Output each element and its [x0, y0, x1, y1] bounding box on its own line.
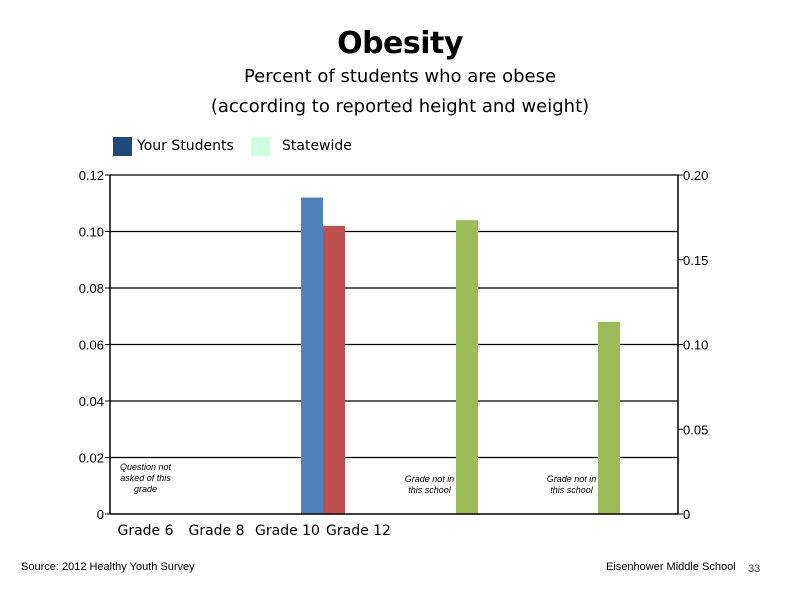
gridlines [110, 174, 678, 459]
legend-label-your-students: Your Students [137, 138, 234, 154]
annotation-line: grade [134, 484, 157, 494]
annotation-line: Grade not in [405, 474, 455, 484]
annotation-line: Grade not in [547, 474, 597, 484]
annotation-line: this school [550, 485, 594, 495]
bar-chart: 0 0.02 0.04 0.06 0.08 0.10 0.12 0 0.05 0.10 0.15 0.… [79, 168, 709, 539]
x-category-label: Grade 12 [326, 523, 391, 539]
bars [301, 197, 620, 514]
y-left-tick-label: 0.04 [79, 394, 104, 409]
axes [105, 174, 683, 515]
x-category-label: Grade 8 [188, 523, 244, 539]
bar-grade-8 [323, 225, 345, 514]
bar-grade-12 [598, 321, 620, 514]
y-right-tick-label: 0.20 [683, 168, 708, 183]
y-right-tick-label: 0.10 [683, 338, 708, 353]
chart-title: Obesity [337, 26, 463, 61]
y-right-tick-label: 0 [683, 507, 690, 522]
y-right-tick-label: 0.15 [683, 253, 708, 268]
y-left-tick-label: 0 [97, 507, 104, 522]
bar-grade-10 [456, 220, 478, 514]
bar-grade-8 [301, 197, 323, 514]
legend-item-statewide: Statewide [251, 136, 352, 156]
y-left-tick-label: 0.08 [79, 281, 104, 296]
annotation-line: this school [408, 485, 452, 495]
x-category-label: Grade 10 [255, 523, 320, 539]
legend-swatch-your-students [113, 136, 132, 156]
y-left-tick-label: 0.10 [79, 225, 104, 240]
footer-school: Eisenhower Middle School [606, 561, 736, 573]
legend-swatch-statewide [251, 136, 270, 156]
annotation-line: asked of this [120, 473, 171, 483]
chart-subtitle-line1: Percent of students who are obese [243, 66, 557, 87]
x-category-label: Grade 6 [117, 523, 173, 539]
y-right-tick-label: 0.05 [683, 422, 708, 437]
y-left-tick-label: 0.06 [79, 338, 104, 353]
y-left-tick-label: 0.02 [79, 451, 104, 466]
axis-labels: 0 0.02 0.04 0.06 0.08 0.10 0.12 0 0.05 0.10 0.15 0.… [79, 168, 709, 539]
annotation-line: Question not [120, 462, 172, 472]
chart-subtitle-line2: (according to reported height and weight… [210, 96, 590, 117]
legend-label-statewide: Statewide [282, 138, 352, 154]
legend-item-your-students: Your Students [113, 136, 234, 156]
y-left-tick-label: 0.12 [79, 168, 104, 183]
footer-source: Source: 2012 Healthy Youth Survey [21, 561, 195, 573]
page-number: 33 [748, 563, 761, 575]
